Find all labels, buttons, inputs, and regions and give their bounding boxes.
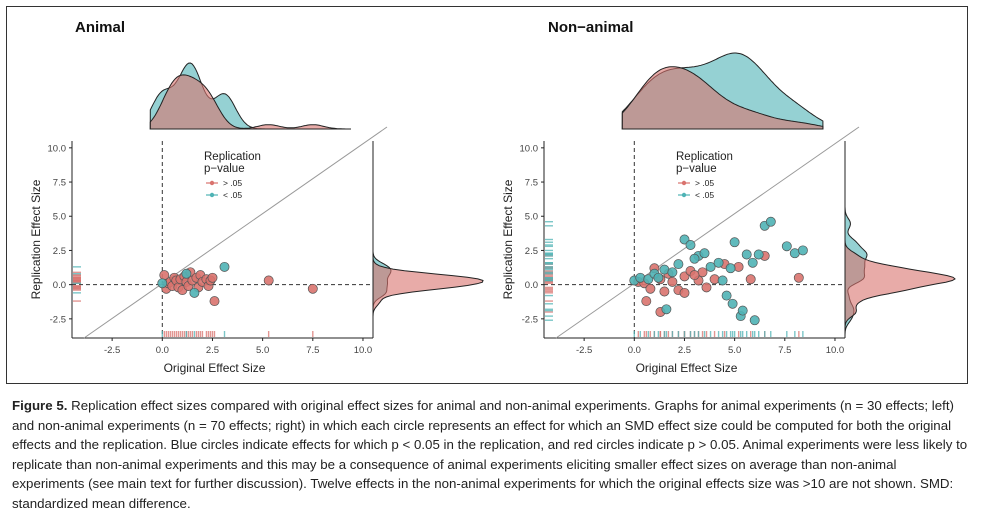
y-tick-label: 5.0: [53, 212, 66, 223]
data-point-teal: [727, 298, 738, 309]
caption-label: Figure 5.: [12, 398, 68, 413]
data-point-red: [701, 282, 712, 293]
data-point-teal: [741, 249, 752, 260]
data-point-red: [733, 261, 744, 272]
data-point-red: [207, 272, 218, 283]
panel-1: Non−animal -2.5 -2.5 0.0 0.0 2.5 2.5 5.0 5.0 7.5 7…: [501, 19, 956, 375]
data-point-teal: [705, 261, 716, 272]
data-point-red: [689, 270, 700, 281]
y-tick-label: 5.0: [525, 212, 538, 223]
data-point-teal: [737, 305, 748, 316]
data-point-red: [209, 296, 220, 307]
figure-frame: Animal -2.5 -2.5 0.0 0.0 2.5 2.5 5.0 5.0 7.5 7.5 10…: [6, 6, 968, 384]
right-density-red: [844, 141, 956, 338]
y-axis-label: Replication Effect Size: [501, 179, 515, 299]
legend-title-line2: p−value: [204, 163, 245, 175]
x-axis-label: Original Effect Size: [636, 361, 738, 375]
x-tick-label: -2.5: [576, 345, 592, 356]
legend-key-dot: [209, 192, 215, 198]
data-point-teal: [661, 304, 672, 315]
x-tick-label: 2.5: [678, 345, 691, 356]
figure-caption: Figure 5. Replication effect sizes compa…: [12, 396, 972, 514]
y-tick-label: -2.5: [522, 314, 538, 325]
legend-title-line1: Replication: [676, 151, 733, 163]
caption-text: Replication effect sizes compared with o…: [12, 398, 968, 511]
data-point-red: [793, 272, 804, 283]
identity-line: [83, 126, 388, 339]
plots-svg: Animal -2.5 -2.5 0.0 0.0 2.5 2.5 5.0 5.0 7.5 7.5 10…: [29, 19, 956, 375]
data-point-teal: [219, 261, 230, 272]
y-axis-label: Replication Effect Size: [29, 179, 43, 299]
data-point-teal: [667, 267, 678, 278]
data-point-teal: [717, 275, 728, 286]
data-point-teal: [747, 257, 758, 268]
data-point-teal: [673, 259, 684, 270]
y-tick-label: 0.0: [525, 280, 538, 291]
data-point-teal: [797, 245, 808, 256]
legend-key-dot: [681, 180, 687, 186]
panel-0: Animal -2.5 -2.5 0.0 0.0 2.5 2.5 5.0 5.0 7.5 7.5 10…: [29, 19, 484, 375]
data-point-teal: [729, 237, 740, 248]
x-tick-label: 0.0: [628, 345, 641, 356]
y-tick-label: -2.5: [50, 314, 66, 325]
legend-label: < .05: [695, 190, 714, 200]
panel-title: Animal: [75, 19, 125, 36]
data-point-teal: [635, 272, 646, 283]
x-tick-label: 5.0: [728, 345, 741, 356]
top-density-red: [149, 74, 351, 130]
y-tick-label: 2.5: [53, 246, 66, 257]
x-tick-label: 5.0: [256, 345, 269, 356]
data-point-red: [667, 276, 678, 287]
x-tick-label: 7.5: [778, 345, 791, 356]
data-point-red: [659, 286, 670, 297]
data-point-red: [679, 287, 690, 298]
x-axis-label: Original Effect Size: [164, 361, 266, 375]
data-point-teal: [689, 253, 700, 264]
data-point-teal: [781, 241, 792, 252]
identity-line: [555, 126, 860, 339]
legend-label: > .05: [695, 178, 714, 188]
legend-title-line2: p−value: [676, 163, 717, 175]
x-tick-label: 0.0: [156, 345, 169, 356]
legend-key-dot: [681, 192, 687, 198]
y-tick-label: 10.0: [520, 143, 539, 154]
legend-label: < .05: [223, 190, 242, 200]
data-point-teal: [643, 274, 654, 285]
data-point-teal: [725, 263, 736, 274]
legend-title-line1: Replication: [204, 151, 261, 163]
x-tick-label: 10.0: [826, 345, 845, 356]
y-tick-label: 7.5: [525, 178, 538, 189]
right-density-red: [372, 141, 484, 338]
data-point-red: [307, 283, 318, 294]
top-density-red: [621, 66, 824, 130]
x-tick-label: 10.0: [354, 345, 373, 356]
y-tick-label: 2.5: [525, 246, 538, 257]
panel-title: Non−animal: [548, 19, 633, 36]
legend-key-dot: [209, 180, 215, 186]
data-point-teal: [713, 257, 724, 268]
data-point-teal: [721, 290, 732, 301]
y-tick-label: 10.0: [48, 143, 67, 154]
data-point-teal: [699, 248, 710, 259]
data-point-teal: [157, 278, 168, 289]
data-point-red: [641, 296, 652, 307]
data-point-teal: [753, 249, 764, 260]
data-point-red: [745, 274, 756, 285]
y-tick-label: 7.5: [53, 178, 66, 189]
x-tick-label: -2.5: [104, 345, 120, 356]
x-tick-label: 7.5: [306, 345, 319, 356]
legend-label: > .05: [223, 178, 242, 188]
data-point-teal: [189, 287, 200, 298]
right-density-teal: [372, 141, 392, 338]
y-tick-label: 0.0: [53, 280, 66, 291]
x-tick-label: 2.5: [206, 345, 219, 356]
data-point-red: [709, 274, 720, 285]
data-point-teal: [181, 268, 192, 279]
data-point-teal: [653, 272, 664, 283]
data-point-teal: [685, 240, 696, 250]
data-point-teal: [765, 216, 776, 227]
data-point-red: [263, 275, 274, 286]
data-point-teal: [749, 315, 760, 326]
data-point-red: [645, 283, 656, 294]
